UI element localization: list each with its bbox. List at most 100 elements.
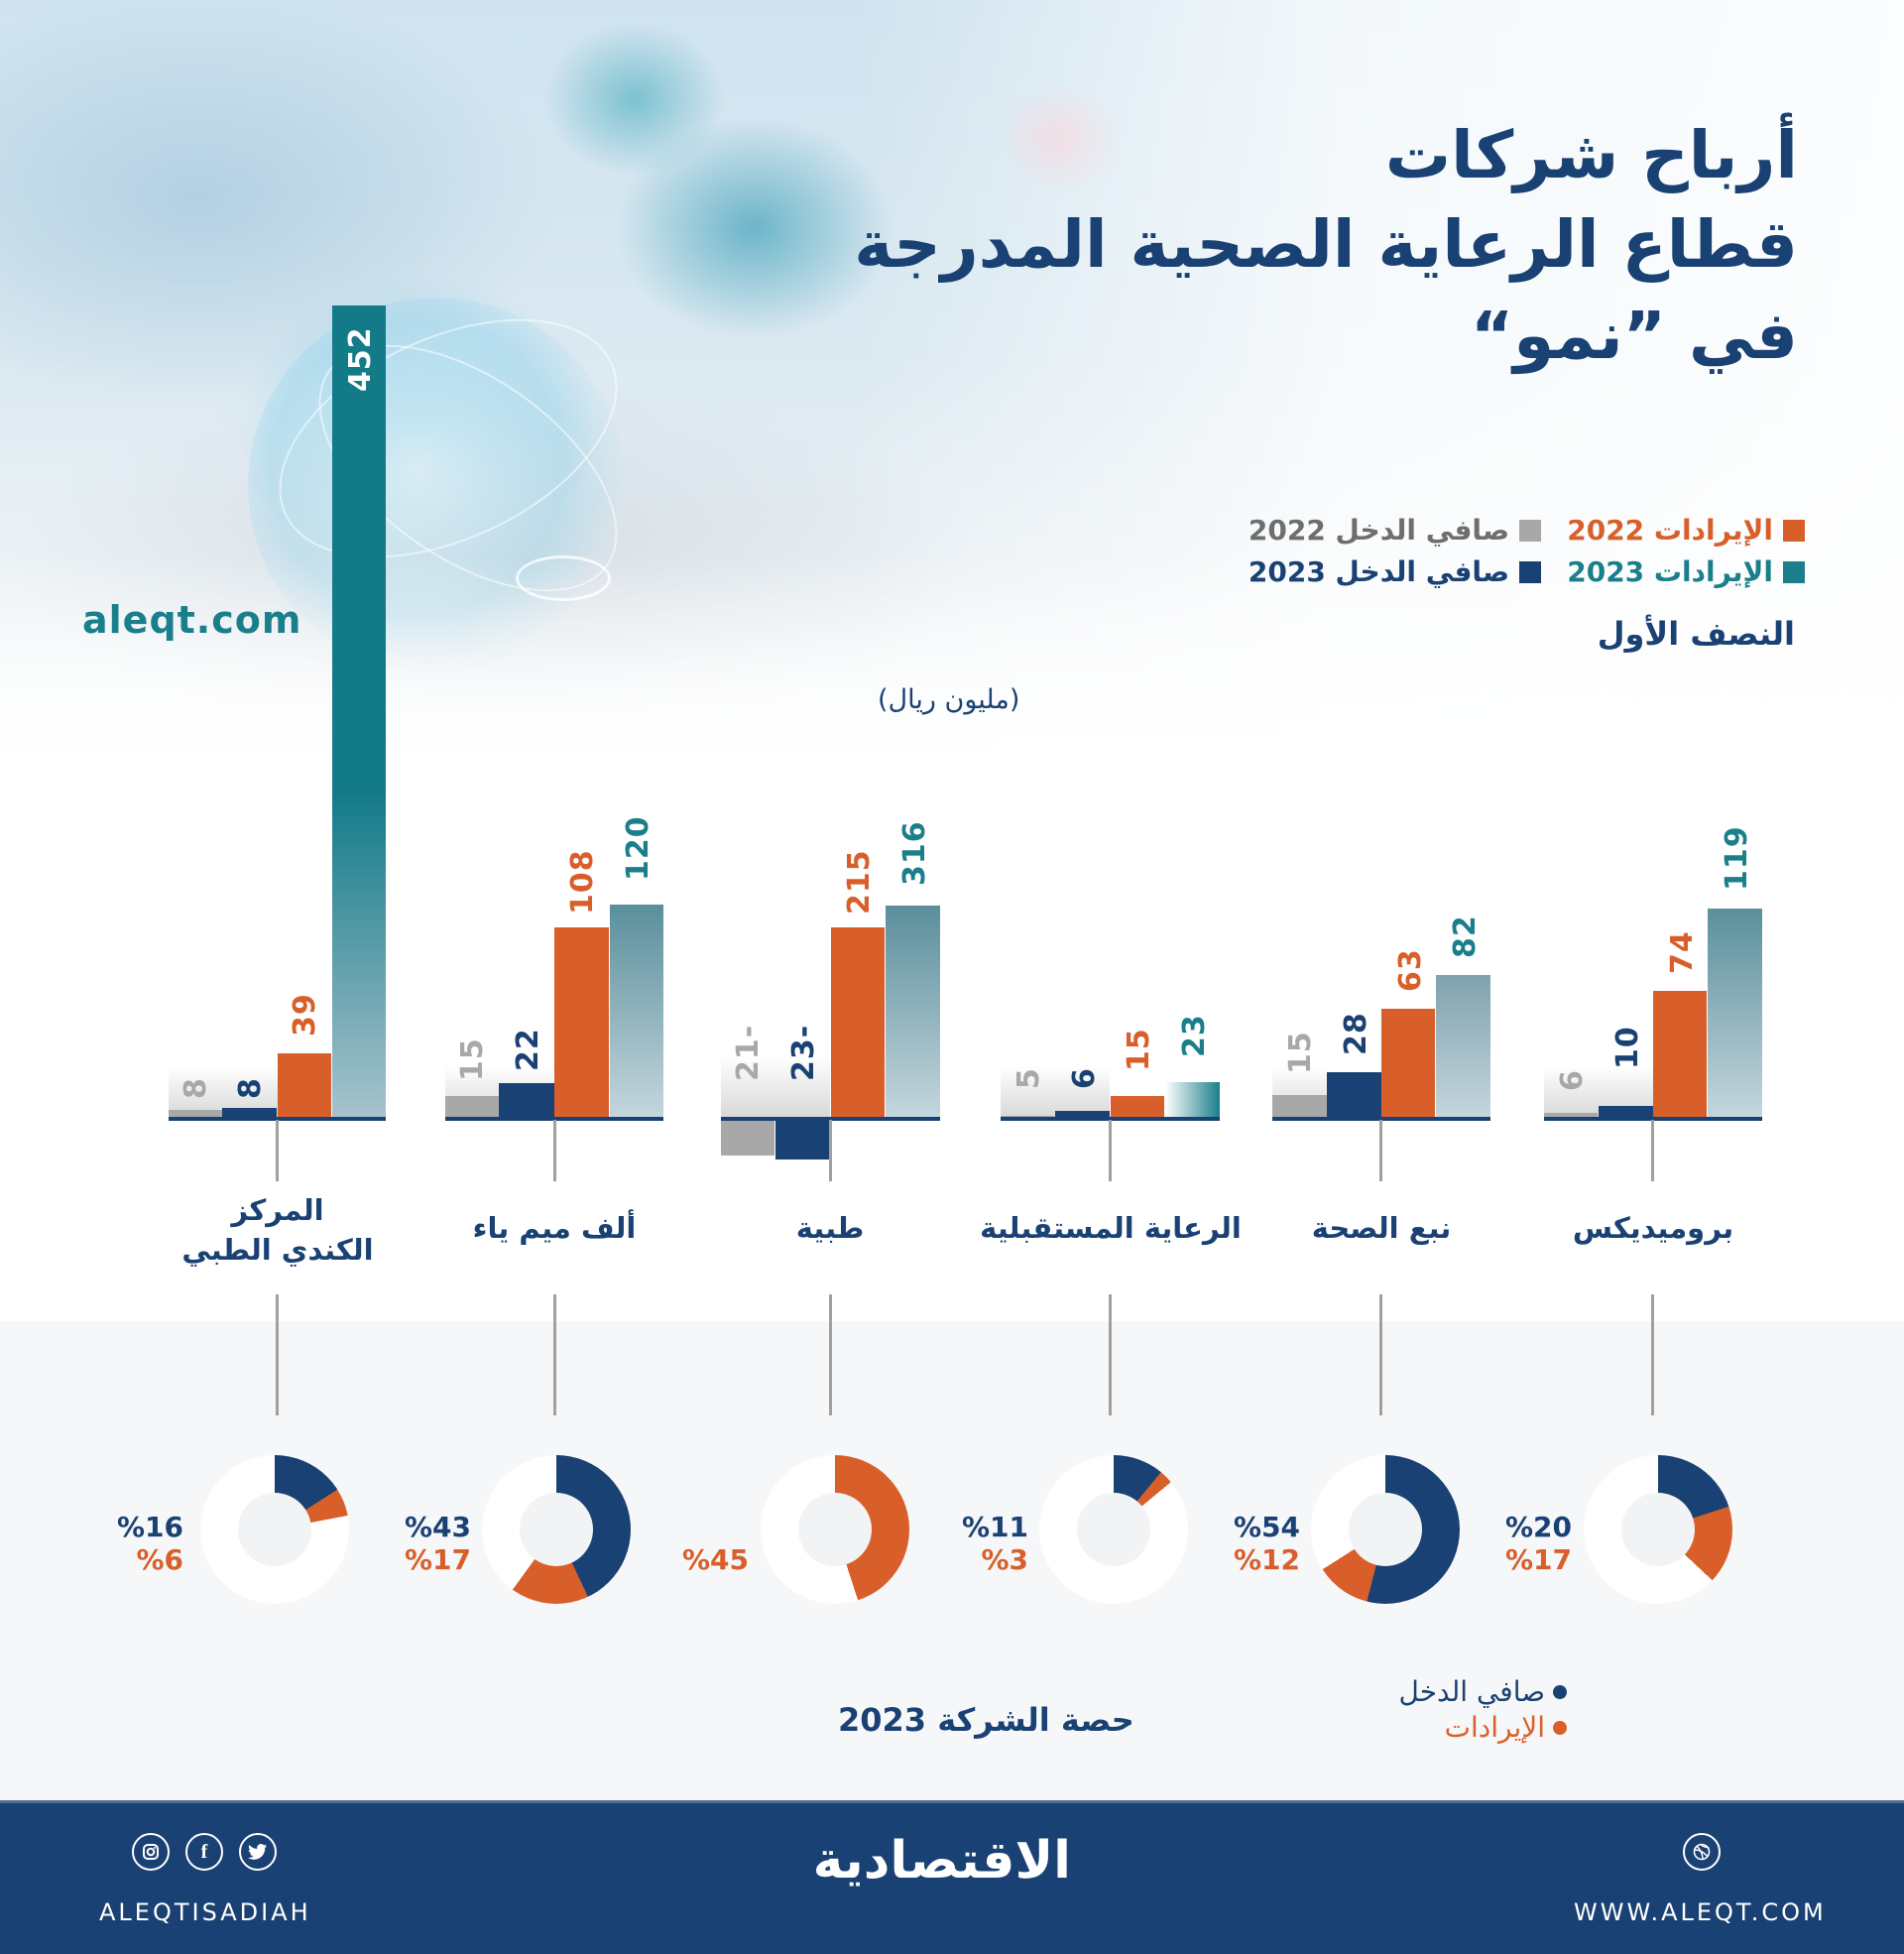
website-link[interactable]: WWW.ALEQT.COM [1574,1898,1827,1926]
value-label: 119 [1720,825,1754,891]
dot-icon [1553,1721,1567,1735]
value-label: 15 [1122,1028,1156,1071]
legend-net-income-2022: صافي الدخل 2022 [1249,514,1541,547]
value-label: 5 [1012,1067,1046,1089]
globe-icon[interactable] [1683,1833,1721,1871]
bar-rev-2022 [831,927,885,1118]
footer: f ALEQTISADIAH الاقتصادية WWW.ALEQT.COM [0,1800,1904,1954]
value-label: 15 [455,1038,490,1081]
axis-tick [276,1120,279,1181]
value-label: 316 [897,820,932,886]
bar-rev-2023 [610,905,663,1118]
connector-line [1109,1294,1112,1415]
axis-tick [829,1120,832,1181]
bar-rev-2023 [1708,909,1762,1118]
share-legend: صافي الدخل الإيرادات [1378,1674,1567,1746]
bar-net-2023 [775,1118,829,1160]
legend-swatch-icon [1783,519,1805,542]
value-label: 23 [1177,1014,1212,1057]
watermark-url: aleqt.com [82,598,302,642]
connector-line [1651,1294,1654,1415]
value-label: 120 [621,815,655,881]
value-label: 8 [233,1077,268,1099]
bar-rev-2022 [1653,991,1707,1118]
share-labels-promedix: %20 %17 [1504,1511,1572,1576]
share-section-title: حصة الشركة 2023 [838,1701,1134,1739]
bar-net-2023 [1055,1111,1110,1118]
legend-revenue-2023: الإيرادات 2023 [1567,555,1805,588]
bar-rev-2022 [278,1053,331,1118]
share-labels-future-care: %11 %3 [961,1511,1028,1576]
share-labels-kindi: %16 %6 [116,1511,183,1576]
facebook-icon[interactable]: f [185,1833,223,1871]
value-label: 23- [786,1024,821,1081]
value-label: 22 [511,1028,545,1071]
value-label: 82 [1448,915,1483,958]
value-label: 8 [178,1077,213,1099]
axis-tick [1109,1120,1112,1181]
share-labels-alif-mim-ya: %43 %17 [404,1511,471,1576]
axis-tick [553,1120,556,1181]
donut-promedix [1584,1455,1732,1604]
connector-line [276,1294,279,1415]
bar-rev-2022 [1381,1009,1435,1118]
share-labels-taiba: %45 [681,1543,749,1576]
connector-line [829,1294,832,1415]
bar-rev-2023 [886,906,940,1118]
value-label: 21- [731,1024,766,1081]
company-label-taiba: طبية [795,1211,865,1245]
unit-label: (مليون ريال) [878,684,1020,715]
value-label: 452 [343,326,378,392]
donut-future-care [1039,1455,1188,1604]
legend-revenue-2022: الإيرادات 2022 [1567,514,1805,547]
company-label-future-care: الرعاية المستقبلية [980,1211,1242,1245]
value-label: 63 [1393,948,1428,992]
value-label: 6 [1555,1069,1590,1091]
legend-swatch-icon [1783,560,1805,583]
bar-rev-2023 [332,305,386,1118]
bar-net-2023 [499,1083,554,1118]
company-label-alif-mim-ya: ألف ميم ياء [472,1211,637,1245]
value-label: 39 [288,993,322,1037]
instagram-icon[interactable] [132,1833,170,1871]
bar-net-2022 [1544,1113,1598,1118]
donut-nabaa-alsaha [1311,1455,1460,1604]
axis-tick [1379,1120,1382,1181]
twitter-icon[interactable] [239,1833,277,1871]
donut-taiba [761,1455,909,1604]
bar-net-2022 [169,1110,222,1118]
company-label-promedix: بروميديكس [1572,1211,1734,1245]
value-label: 15 [1283,1031,1318,1074]
bar-net-2022 [1272,1095,1327,1118]
bar-rev-2023 [1165,1082,1220,1118]
value-label: 6 [1067,1067,1102,1089]
bar-net-2023 [1599,1106,1653,1118]
company-label-nabaa-alsaha: نبع الصحة [1311,1211,1452,1245]
legend-swatch-icon [1519,519,1541,542]
bar-net-2023 [222,1108,277,1118]
bar-rev-2022 [554,927,609,1118]
bar-rev-2022 [1111,1096,1164,1118]
value-label: 28 [1339,1012,1373,1055]
axis-tick [1651,1120,1654,1181]
page-title-line3: في ”نمو“ [1470,298,1798,374]
connector-line [553,1294,556,1415]
page-title-line2: قطاع الرعاية الصحية المدرجة [854,206,1798,283]
donut-kindi [200,1455,349,1604]
value-label: 10 [1610,1026,1645,1069]
value-label: 215 [842,849,877,915]
value-label: 74 [1665,930,1700,974]
bar-net-2022 [445,1096,499,1118]
bar-net-2023 [1327,1072,1381,1118]
period-label: النصف الأول [1597,615,1795,653]
legend-swatch-icon [1519,560,1541,583]
page-title-line1: أرباح شركات [1384,117,1798,193]
donut-alif-mim-ya [482,1455,631,1604]
connector-line [1379,1294,1382,1415]
dot-icon [1553,1685,1567,1699]
share-labels-nabaa-alsaha: %54 %12 [1233,1511,1300,1576]
bar-rev-2023 [1436,975,1490,1118]
brand-logo: الاقتصادية [812,1831,1071,1891]
social-handle[interactable]: ALEQTISADIAH [99,1898,311,1926]
value-label: 108 [565,849,600,915]
